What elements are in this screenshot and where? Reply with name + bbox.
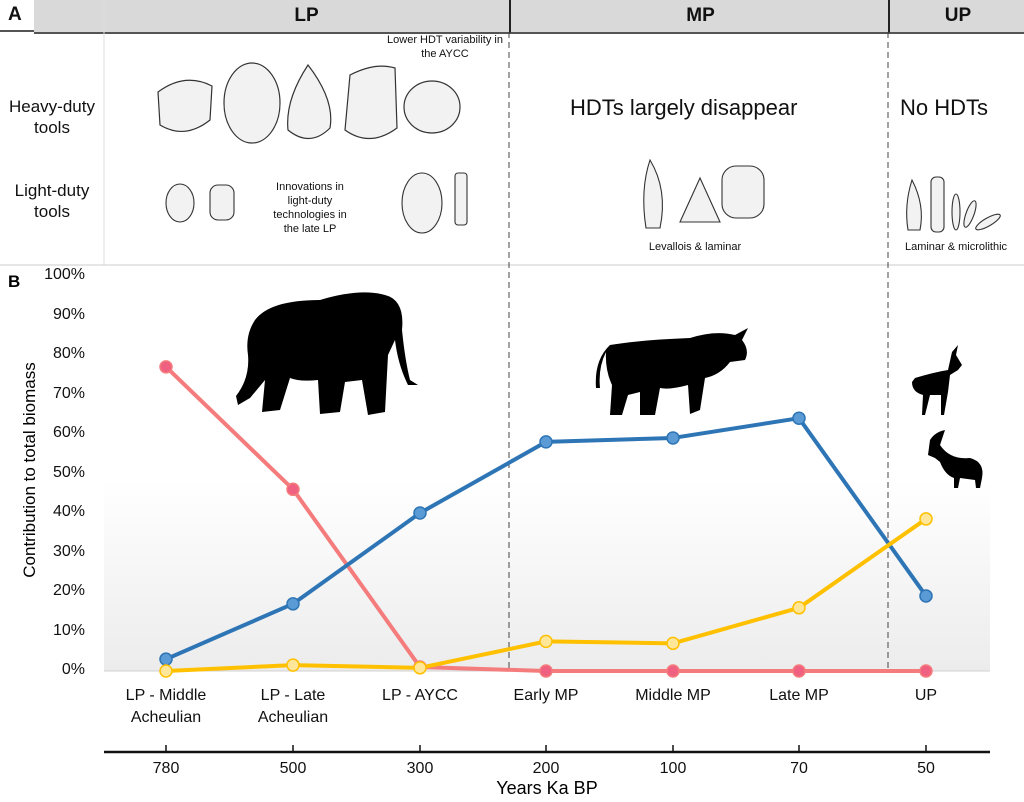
data-point-series-1 <box>539 435 553 449</box>
microlith-icon <box>975 213 1001 231</box>
levallois-point-icon <box>679 176 721 223</box>
timeline-ticks <box>165 745 927 752</box>
data-point-series-1 <box>666 431 680 445</box>
data-point-series-0 <box>792 664 806 678</box>
data-point-series-0 <box>666 664 680 678</box>
year-tick-label: 200 <box>532 760 560 777</box>
data-point-series-0 <box>539 664 553 678</box>
note-up-ldt: Laminar & microlithic <box>904 241 1008 253</box>
year-tick-label: 300 <box>406 760 434 777</box>
note-lp-hdt: Lower HDT variability in the AYCC <box>387 34 503 60</box>
ibex-silhouette-icon <box>928 430 983 488</box>
blade-icon <box>454 172 468 226</box>
data-point-series-2 <box>919 512 933 526</box>
aurochs-silhouette-icon <box>595 328 748 415</box>
levallois-core-icon <box>721 165 765 219</box>
category-label: LP - Middle Acheulian <box>125 687 207 726</box>
data-point-series-2 <box>413 661 427 675</box>
scraper-icon <box>401 172 443 234</box>
category-label: UP <box>914 687 938 704</box>
elephant-silhouette-icon <box>236 292 418 415</box>
y-tick-label: 20% <box>52 582 85 599</box>
data-point-series-1 <box>286 597 300 611</box>
flake-icon <box>209 184 235 221</box>
y-tick-label: 90% <box>52 305 85 323</box>
core-icon <box>403 80 461 134</box>
year-tick-label: 100 <box>659 760 687 777</box>
y-tick-label: 50% <box>52 463 85 481</box>
bladelet-icon <box>951 193 961 231</box>
y-tick-label: 0% <box>61 661 85 678</box>
category-label: Late MP <box>769 687 829 704</box>
y-tick-label: 40% <box>52 503 85 520</box>
blade-icon <box>930 176 945 233</box>
period-header-up: UP <box>888 0 1024 34</box>
data-point-series-2 <box>539 634 553 649</box>
row-label-heavy-duty: Heavy-duty tools <box>9 97 95 137</box>
header-spacer <box>34 0 104 34</box>
category-label: LP - AYCC <box>382 687 458 704</box>
data-point-series-1 <box>919 589 933 603</box>
data-point-series-0 <box>159 360 173 374</box>
handaxe-icon <box>223 62 281 144</box>
year-tick-label: 70 <box>790 760 808 777</box>
year-tick-label: 50 <box>917 760 935 777</box>
note-up-hdt: No HDTs <box>900 95 989 120</box>
category-label: Early MP <box>513 687 579 704</box>
blade-icon <box>906 178 922 231</box>
y-tick-label: 70% <box>52 384 85 402</box>
category-label: Middle MP <box>635 687 711 704</box>
data-point-series-2 <box>159 664 173 678</box>
flake-icon <box>165 183 195 223</box>
note-mp-hdt: HDTs largely disappear <box>570 95 798 120</box>
cleaver-icon <box>344 65 398 140</box>
data-point-series-1 <box>159 652 173 666</box>
gazelle-silhouette-icon <box>912 345 962 415</box>
data-point-series-2 <box>792 601 806 615</box>
chart-series <box>159 360 933 678</box>
x-axis-label: Years Ka BP <box>496 778 598 798</box>
data-point-series-1 <box>413 506 427 520</box>
row-label-light-duty: Light-duty tools <box>14 181 90 221</box>
y-tick-label: 30% <box>52 542 85 560</box>
data-point-series-1 <box>792 411 806 425</box>
pointed-handaxe-icon <box>287 63 332 140</box>
data-point-series-2 <box>286 658 300 672</box>
heavy-duty-tool-drawings <box>157 62 461 144</box>
y-tick-label: 80% <box>52 345 85 362</box>
y-tick-label: 60% <box>52 424 85 441</box>
data-point-series-0 <box>286 482 300 497</box>
period-header-lp: LP <box>104 0 509 34</box>
panel-b-label: B <box>8 272 21 291</box>
bladelet-icon <box>963 200 977 228</box>
light-duty-tool-drawings <box>165 158 1001 234</box>
period-header-mp: MP <box>509 0 890 34</box>
y-tick-label: 100% <box>44 266 85 283</box>
point-icon <box>643 158 663 229</box>
chopper-icon <box>157 79 213 132</box>
data-point-series-2 <box>666 636 680 651</box>
note-mp-ldt: Levallois & laminar <box>648 241 742 253</box>
year-tick-label: 780 <box>152 760 180 777</box>
category-label: LP - Late Acheulian <box>257 687 329 726</box>
y-tick-label: 10% <box>52 621 85 639</box>
note-lp-ldt: Innovations in light-duty technologies i… <box>273 181 347 235</box>
data-point-series-0 <box>919 664 933 678</box>
year-tick-label: 500 <box>279 760 307 777</box>
